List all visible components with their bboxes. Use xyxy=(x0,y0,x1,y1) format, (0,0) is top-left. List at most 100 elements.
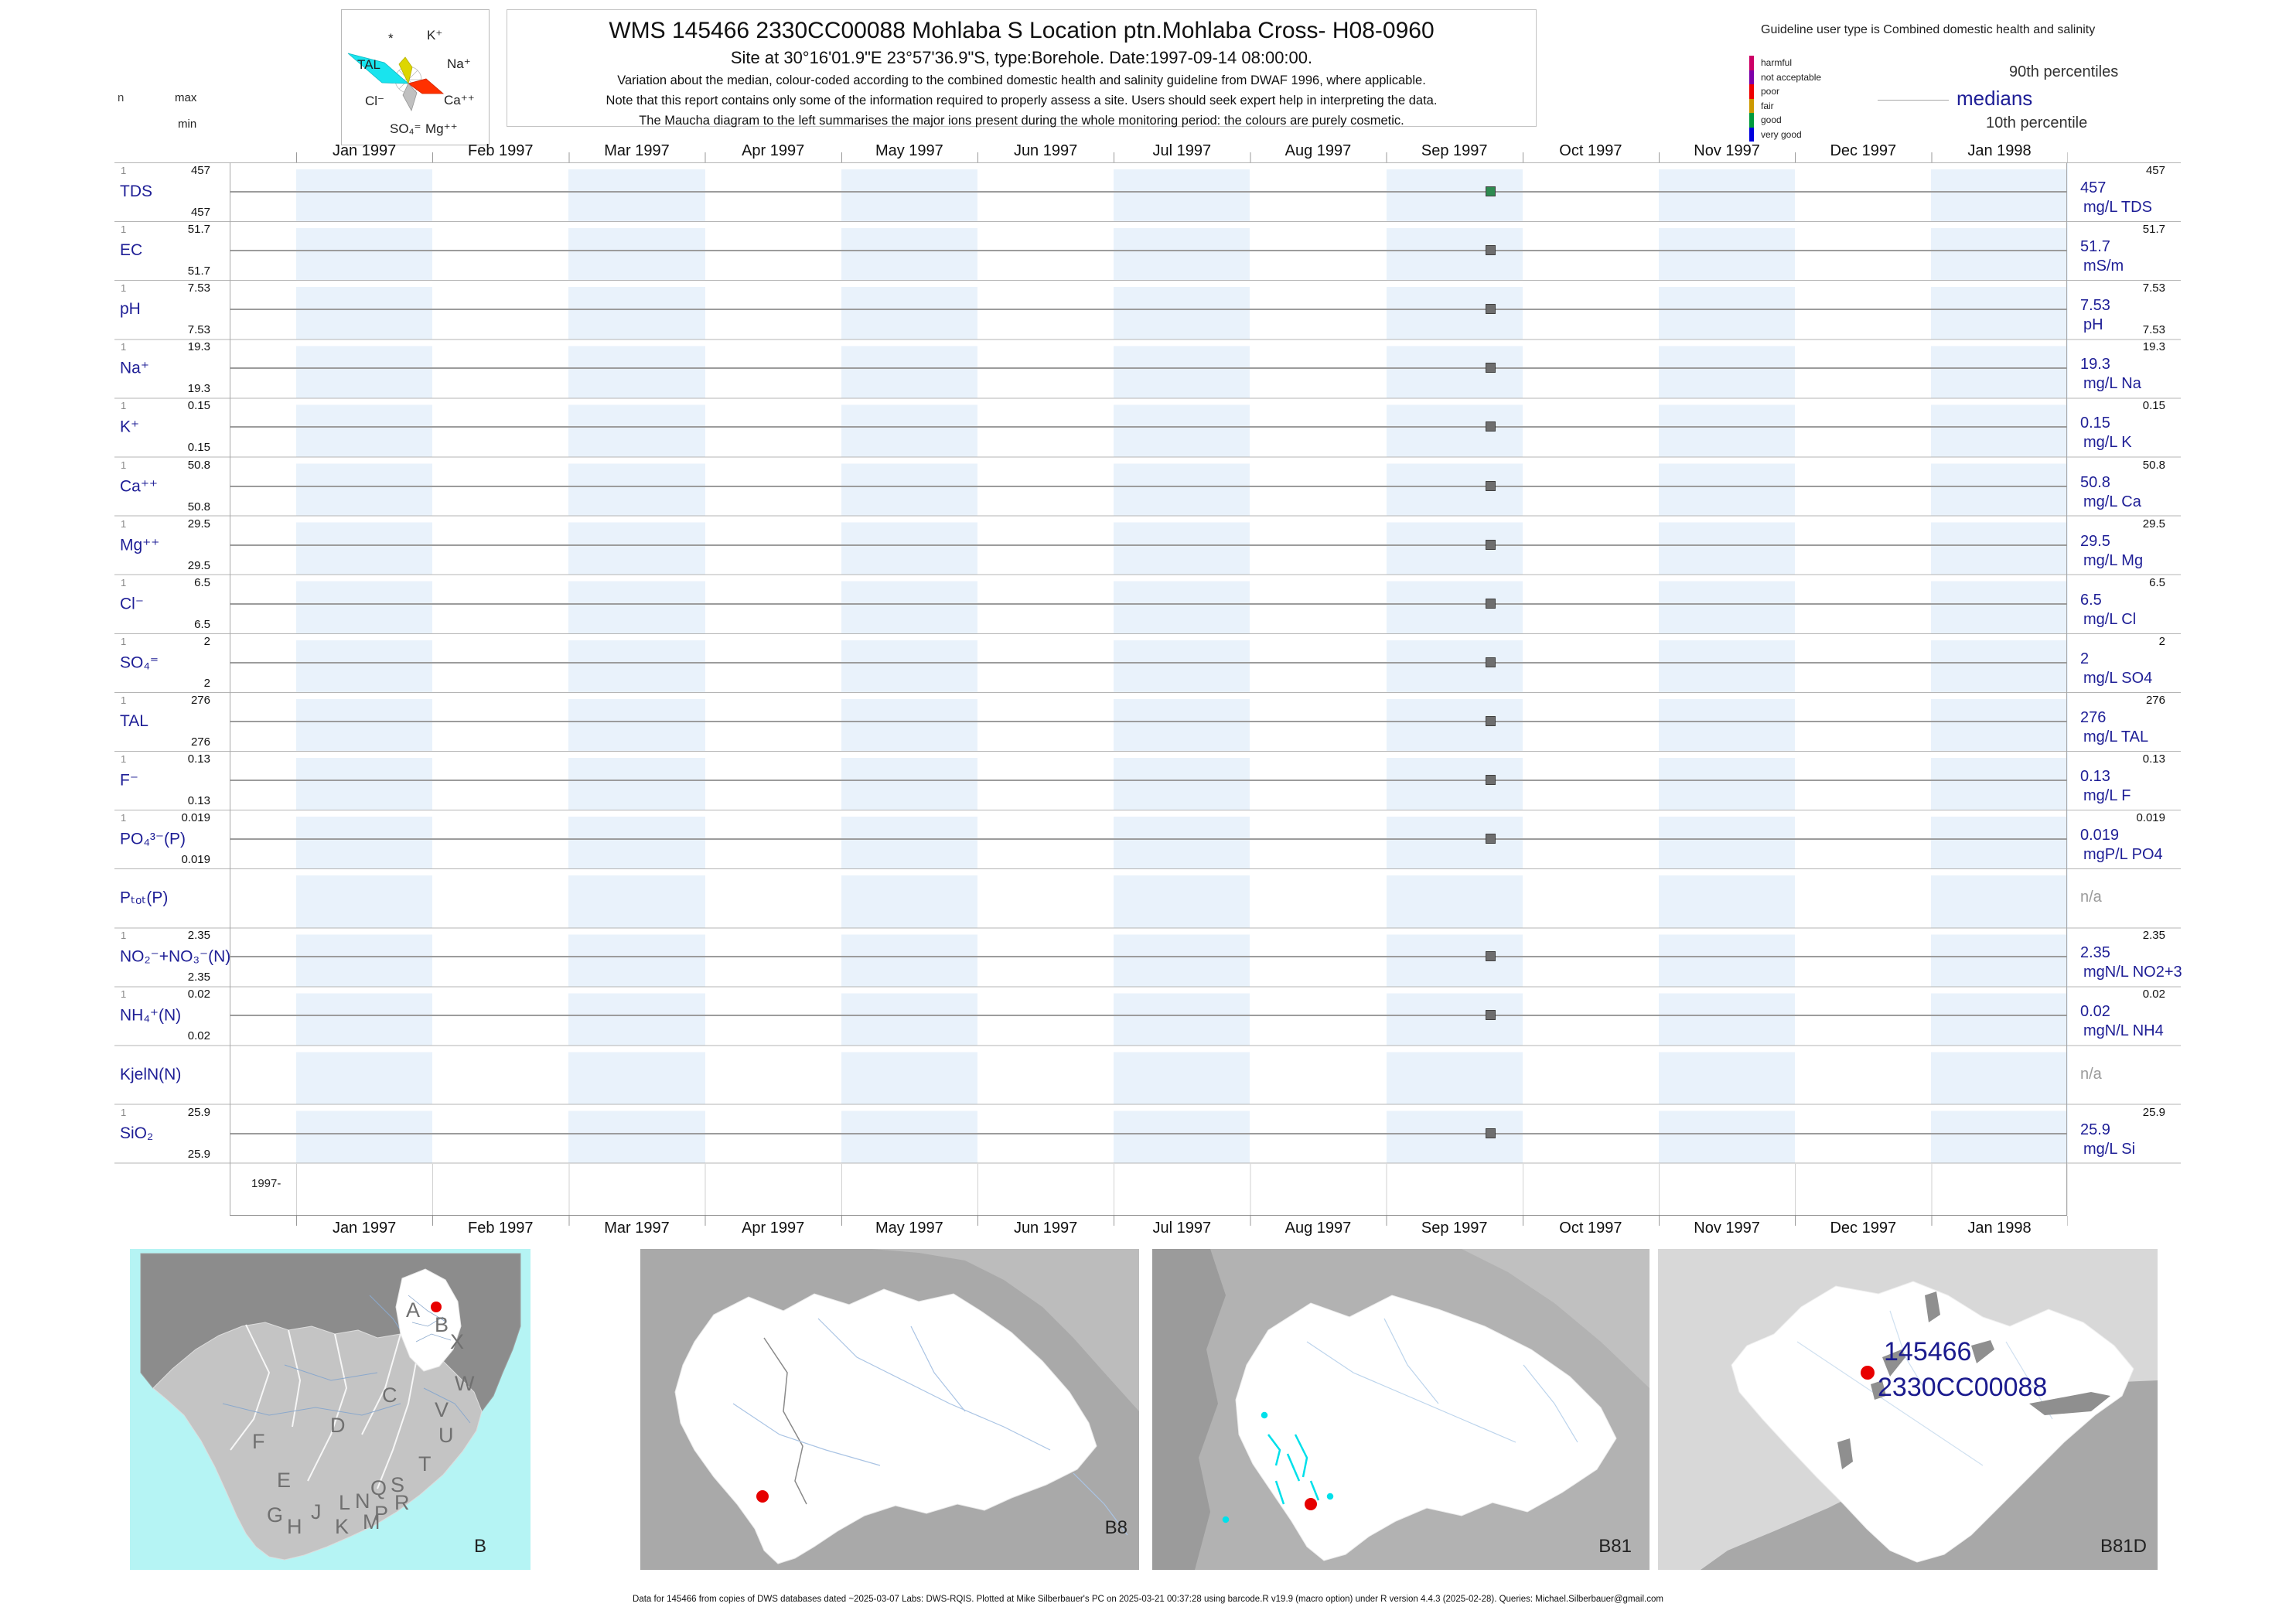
guideline-class-label: poor xyxy=(1761,86,1780,97)
row-left-labels: 1 2 SO₄⁼ 2 xyxy=(114,633,230,692)
row-min-value: 19.3 xyxy=(187,382,210,396)
parameter-name: NH₄⁺(N) xyxy=(120,1006,182,1025)
b8-streams xyxy=(732,1318,1128,1536)
month-label-top: Jul 1997 xyxy=(1152,142,1212,159)
row-right-labels: 0.019 0.019 mgP/L PO4 xyxy=(2073,810,2296,868)
row-unit: mg/L K xyxy=(2083,434,2132,452)
parameter-row: 1 6.5 Cl⁻ 6.5 6.5 6.5 mg/L Cl xyxy=(114,575,2296,633)
row-plot-area xyxy=(230,397,2067,456)
row-n-count: 1 xyxy=(121,459,127,471)
month-label-top: Aug 1997 xyxy=(1284,142,1352,159)
row-n-count: 1 xyxy=(121,223,127,236)
map-b8-light-area xyxy=(872,1249,1139,1411)
row-right-labels: 7.53 7.53 pH 7.53 xyxy=(2073,280,2296,339)
parameter-name: K⁺ xyxy=(120,418,140,436)
b8-internal-boundary xyxy=(763,1337,807,1505)
row-right-labels: 25.9 25.9 mg/L Si xyxy=(2073,1104,2296,1163)
row-right-labels: 276 276 mg/L TAL xyxy=(2073,692,2296,751)
stat-min-label: min xyxy=(178,118,197,131)
parameter-name: SiO₂ xyxy=(120,1124,154,1142)
row-left-labels: Pₜₒₜ(P) xyxy=(114,868,230,927)
stat-n-label: n xyxy=(118,91,125,104)
median-legend-line xyxy=(1878,100,1949,101)
row-unit: mS/m xyxy=(2083,258,2124,275)
map-b81-light-corner xyxy=(1462,1249,1650,1388)
guideline-class-color-chip xyxy=(1749,56,1754,70)
parameter-row: 1 457 TDS 457 457 457 mg/L TDS xyxy=(114,162,2296,221)
row-plot-area xyxy=(230,868,2067,927)
row-right-labels: n/a xyxy=(2073,868,2296,927)
sample-point-marker xyxy=(1486,421,1496,432)
parameter-row: 1 2 SO₄⁼ 2 2 2 mg/L SO4 xyxy=(114,633,2296,692)
maucha-label-tal: TAL xyxy=(357,57,380,72)
row-plot-area xyxy=(230,339,2067,397)
title-note-3: The Maucha diagram to the left summarise… xyxy=(639,114,1404,128)
guideline-class-item: fair xyxy=(1749,98,1821,113)
row-plot-area xyxy=(230,986,2067,1045)
row-min-value: 276 xyxy=(190,735,210,749)
median-line xyxy=(230,720,2067,722)
parameter-row: 1 0.02 NH₄⁺(N) 0.02 0.02 0.02 mgN/L NH4 xyxy=(114,986,2296,1045)
sample-point-marker xyxy=(1486,1010,1496,1021)
row-min-value: 51.7 xyxy=(187,264,210,278)
row-n-count: 1 xyxy=(121,517,127,530)
row-plot-area xyxy=(230,751,2067,810)
median-line xyxy=(230,191,2067,193)
row-unit: mg/L TDS xyxy=(2083,199,2152,216)
site-dot xyxy=(1861,1366,1875,1380)
row-na-label: n/a xyxy=(2080,889,2102,906)
row-plot-area xyxy=(230,810,2067,868)
site-code-label: 2330CC00088 xyxy=(1878,1373,2047,1402)
region-letter-G: G xyxy=(267,1503,283,1527)
median-line xyxy=(230,250,2067,252)
region-letter-B: B xyxy=(435,1313,449,1336)
month-label-bottom: May 1997 xyxy=(875,1220,943,1237)
row-max-value: 0.13 xyxy=(187,752,210,766)
row-p90-value: 0.15 xyxy=(2142,399,2165,413)
median-line xyxy=(230,309,2067,311)
row-min-value: 0.019 xyxy=(181,853,210,867)
row-plot-area xyxy=(230,516,2067,575)
parameter-name: NO₂⁻+NO₃⁻(N) xyxy=(120,947,231,966)
guideline-class-item: not acceptable xyxy=(1749,70,1821,84)
row-n-count: 1 xyxy=(121,576,127,589)
title-box: WMS 145466 2330CC00088 Mohlaba S Locatio… xyxy=(507,9,1537,128)
row-median-value: 0.15 xyxy=(2080,415,2110,432)
row-min-value: 0.15 xyxy=(187,441,210,455)
guideline-class-label: good xyxy=(1761,114,1782,126)
region-letter-J: J xyxy=(311,1500,322,1523)
maucha-label-cl: Cl⁻ xyxy=(365,94,384,108)
row-unit: mg/L Cl xyxy=(2083,610,2137,628)
row-unit: mg/L Na xyxy=(2083,375,2141,393)
region-letter-V: V xyxy=(435,1398,449,1421)
row-left-labels: 1 51.7 EC 51.7 xyxy=(114,221,230,280)
parameter-name: TDS xyxy=(120,183,152,201)
region-letter-A: A xyxy=(406,1298,420,1322)
p90-legend-label: 90th percentiles xyxy=(2009,63,2119,80)
region-letter-L: L xyxy=(339,1491,350,1514)
sample-point-marker xyxy=(1486,480,1496,491)
region-letter-N: N xyxy=(355,1489,370,1513)
site-id-label: 145466 xyxy=(1884,1337,1971,1366)
row-max-value: 0.15 xyxy=(187,399,210,413)
parameter-row: 1 29.5 Mg⁺⁺ 29.5 29.5 29.5 mg/L Mg xyxy=(114,516,2296,575)
month-label-bottom: Jan 1998 xyxy=(1967,1220,2032,1237)
row-max-value: 276 xyxy=(190,693,210,707)
row-n-count: 1 xyxy=(121,635,127,647)
title-note-1: Variation about the median, colour-coded… xyxy=(617,73,1426,87)
row-left-labels: 1 0.13 F⁻ 0.13 xyxy=(114,751,230,810)
row-median-value: 29.5 xyxy=(2080,532,2110,550)
b81-streams xyxy=(1306,1318,1578,1443)
row-right-labels: 457 457 mg/L TDS xyxy=(2073,162,2296,221)
guideline-class-color-chip xyxy=(1749,70,1754,84)
row-p90-value: 276 xyxy=(2145,693,2165,707)
row-right-labels: 0.13 0.13 mg/L F xyxy=(2073,751,2296,810)
row-unit: mg/L SO4 xyxy=(2083,669,2153,687)
region-letter-F: F xyxy=(252,1430,265,1453)
row-min-value: 25.9 xyxy=(187,1147,210,1161)
parameter-name: Ca⁺⁺ xyxy=(120,477,159,496)
map-label-b81: B81 xyxy=(1598,1536,1632,1557)
row-median-value: 457 xyxy=(2080,179,2107,196)
site-dot xyxy=(756,1490,769,1503)
row-p90-value: 457 xyxy=(2145,164,2165,177)
